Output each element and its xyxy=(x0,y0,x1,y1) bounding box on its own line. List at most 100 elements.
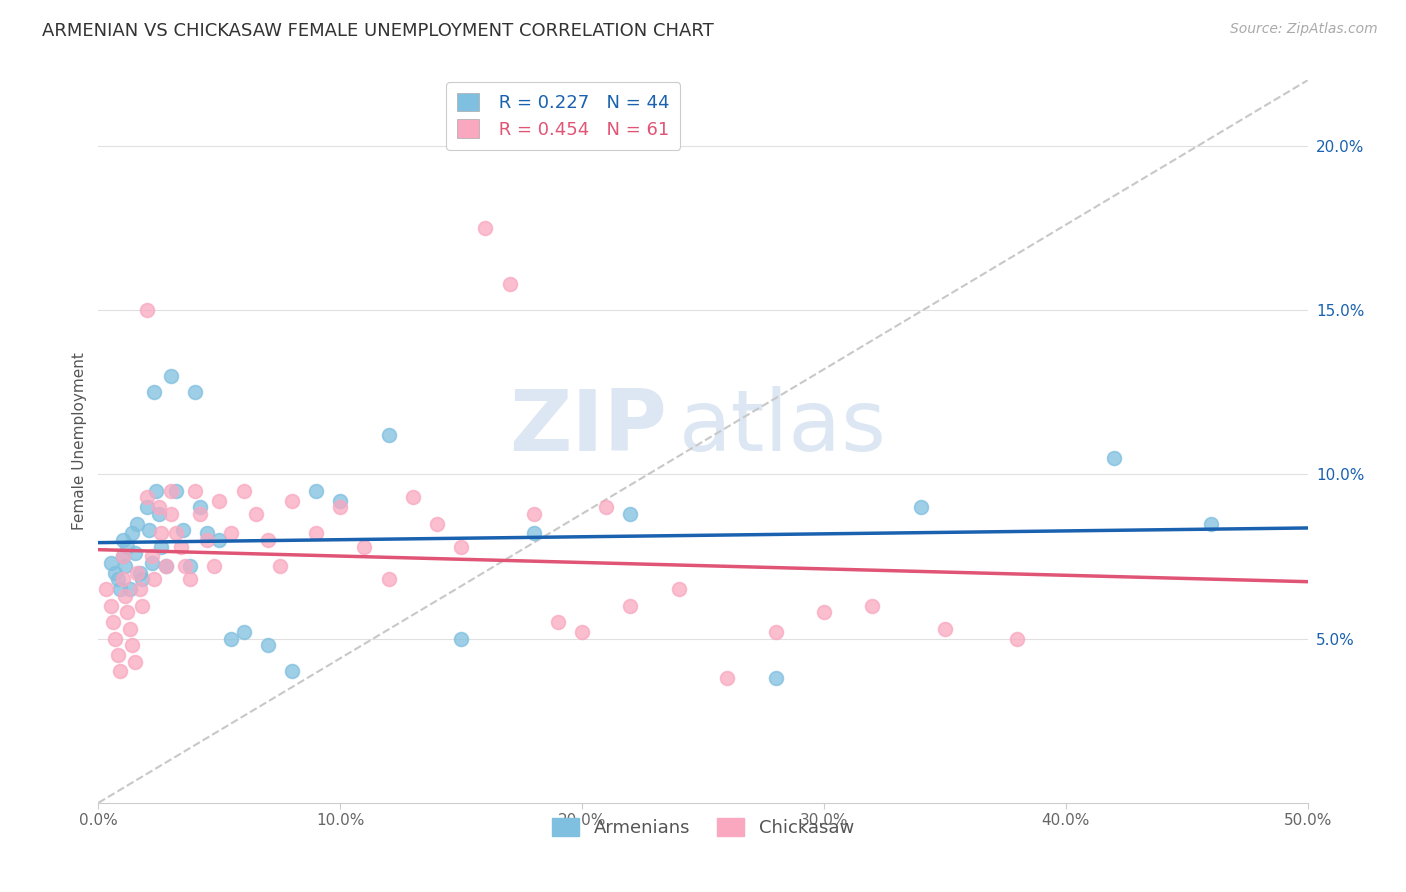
Point xyxy=(160,483,183,498)
Point xyxy=(135,303,157,318)
Point xyxy=(188,507,211,521)
Point xyxy=(498,277,520,291)
Point xyxy=(195,526,218,541)
Point xyxy=(860,599,883,613)
Point xyxy=(305,483,328,498)
Point xyxy=(111,533,134,547)
Point xyxy=(195,533,218,547)
Point xyxy=(450,632,472,646)
Point xyxy=(135,491,157,505)
Point xyxy=(94,582,117,597)
Point xyxy=(172,523,194,537)
Point xyxy=(100,556,122,570)
Point xyxy=(256,533,278,547)
Point xyxy=(131,573,153,587)
Point xyxy=(100,599,122,613)
Point xyxy=(450,540,472,554)
Point xyxy=(114,559,136,574)
Point xyxy=(160,368,183,383)
Point xyxy=(108,665,131,679)
Point xyxy=(813,605,835,619)
Point xyxy=(150,540,173,554)
Point xyxy=(117,540,139,554)
Point xyxy=(135,500,157,515)
Point xyxy=(619,507,641,521)
Point xyxy=(111,573,134,587)
Point xyxy=(1199,516,1222,531)
Point xyxy=(232,625,254,640)
Point xyxy=(145,483,167,498)
Point xyxy=(165,526,187,541)
Point xyxy=(104,566,127,580)
Point xyxy=(108,582,131,597)
Point xyxy=(716,671,738,685)
Point xyxy=(155,559,177,574)
Point xyxy=(1102,450,1125,465)
Point xyxy=(118,622,141,636)
Point xyxy=(143,385,166,400)
Point xyxy=(184,385,207,400)
Point xyxy=(118,582,141,597)
Point xyxy=(184,483,207,498)
Point xyxy=(221,632,243,646)
Point xyxy=(117,605,139,619)
Point xyxy=(204,559,226,574)
Point xyxy=(165,483,187,498)
Point xyxy=(329,500,352,515)
Point xyxy=(402,491,425,505)
Point xyxy=(256,638,278,652)
Point xyxy=(141,549,163,564)
Text: atlas: atlas xyxy=(679,385,887,468)
Point xyxy=(104,632,127,646)
Y-axis label: Female Unemployment: Female Unemployment xyxy=(72,352,87,531)
Point xyxy=(150,526,173,541)
Point xyxy=(426,516,449,531)
Point xyxy=(121,526,143,541)
Point xyxy=(188,500,211,515)
Point xyxy=(169,540,191,554)
Point xyxy=(619,599,641,613)
Point xyxy=(208,533,231,547)
Point xyxy=(148,507,170,521)
Point xyxy=(474,221,496,235)
Point xyxy=(179,559,201,574)
Point xyxy=(595,500,617,515)
Point xyxy=(174,559,197,574)
Point xyxy=(101,615,124,630)
Point xyxy=(910,500,932,515)
Point xyxy=(128,566,150,580)
Point xyxy=(281,493,304,508)
Point xyxy=(127,566,149,580)
Point xyxy=(281,665,304,679)
Point xyxy=(668,582,690,597)
Point xyxy=(107,573,129,587)
Point xyxy=(765,625,787,640)
Point xyxy=(221,526,243,541)
Point xyxy=(245,507,267,521)
Text: Source: ZipAtlas.com: Source: ZipAtlas.com xyxy=(1230,22,1378,37)
Text: ARMENIAN VS CHICKASAW FEMALE UNEMPLOYMENT CORRELATION CHART: ARMENIAN VS CHICKASAW FEMALE UNEMPLOYMEN… xyxy=(42,22,714,40)
Point xyxy=(377,573,399,587)
Point xyxy=(114,589,136,603)
Point xyxy=(232,483,254,498)
Point xyxy=(107,648,129,662)
Point xyxy=(523,526,546,541)
Point xyxy=(141,556,163,570)
Point xyxy=(179,573,201,587)
Point xyxy=(124,546,146,560)
Point xyxy=(571,625,593,640)
Point xyxy=(111,549,134,564)
Text: ZIP: ZIP xyxy=(509,385,666,468)
Legend: Armenians, Chickasaw: Armenians, Chickasaw xyxy=(546,811,860,845)
Point xyxy=(269,559,291,574)
Point xyxy=(127,516,149,531)
Point xyxy=(765,671,787,685)
Point xyxy=(138,523,160,537)
Point xyxy=(523,507,546,521)
Point xyxy=(124,655,146,669)
Point xyxy=(160,507,183,521)
Point xyxy=(208,493,231,508)
Point xyxy=(121,638,143,652)
Point xyxy=(111,549,134,564)
Point xyxy=(128,582,150,597)
